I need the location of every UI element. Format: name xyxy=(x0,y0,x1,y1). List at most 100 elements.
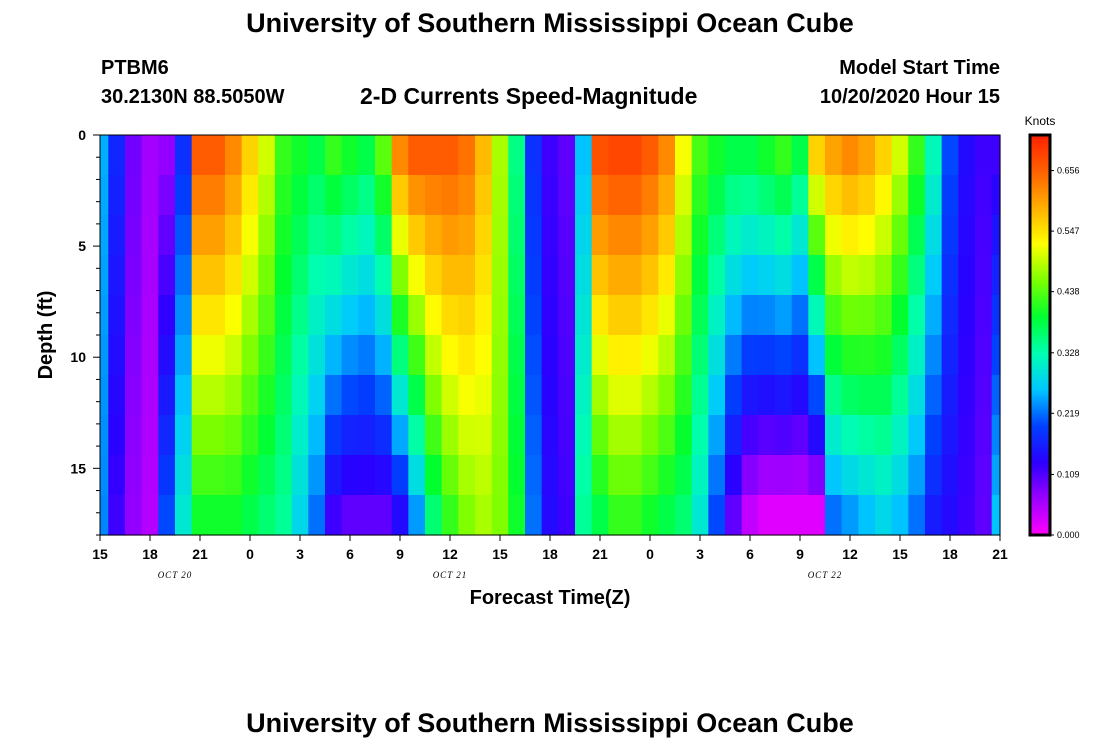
heatmap-cell xyxy=(741,415,759,456)
heatmap-cell xyxy=(725,135,743,176)
heatmap-cell xyxy=(675,455,693,496)
heatmap-cell xyxy=(158,295,176,336)
heatmap-cell xyxy=(191,295,209,336)
heatmap-cell xyxy=(675,135,693,176)
heatmap-cell xyxy=(291,375,309,416)
heatmap-cell xyxy=(475,175,493,216)
heatmap-cell xyxy=(100,175,109,216)
heatmap-cell xyxy=(941,135,959,176)
heatmap-cell xyxy=(408,295,426,336)
heatmap-cell xyxy=(641,175,659,216)
heatmap-cell xyxy=(425,255,443,296)
colorbar-bar xyxy=(1028,133,1052,537)
x-tick-label: 12 xyxy=(842,546,858,562)
heatmap-cell xyxy=(558,215,576,256)
heatmap-cell xyxy=(908,455,926,496)
heatmap-cell xyxy=(408,455,426,496)
heatmap-cell xyxy=(891,175,909,216)
heatmap-cell xyxy=(758,415,776,456)
heatmap-cell xyxy=(958,255,976,296)
heatmap-cells xyxy=(100,135,1001,536)
heatmap-cell xyxy=(808,295,826,336)
heatmap-cell xyxy=(375,335,393,376)
heatmap-cell xyxy=(100,135,109,176)
heatmap-cell xyxy=(491,135,509,176)
heatmap-cell xyxy=(991,135,1001,176)
heatmap-cell xyxy=(391,415,409,456)
heatmap-cell xyxy=(641,135,659,176)
y-tick-label: 15 xyxy=(70,460,86,476)
heatmap-cell xyxy=(175,415,193,456)
colorbar-title: Knots xyxy=(1025,114,1056,128)
heatmap-cell xyxy=(741,335,759,376)
heatmap-cell xyxy=(775,215,793,256)
heatmap-cell xyxy=(225,175,243,216)
heatmap-cell xyxy=(341,455,359,496)
heatmap-cell xyxy=(100,255,109,296)
heatmap-cell xyxy=(875,375,893,416)
heatmap-cell xyxy=(875,215,893,256)
heatmap-cell xyxy=(125,295,143,336)
heatmap-cell xyxy=(375,415,393,456)
heatmap-cell xyxy=(108,255,126,296)
heatmap-cell xyxy=(641,455,659,496)
heatmap-cell xyxy=(358,175,376,216)
heatmap-cell xyxy=(941,375,959,416)
heatmap-cell xyxy=(691,215,709,256)
heatmap-cell xyxy=(875,335,893,376)
heatmap-cell xyxy=(491,375,509,416)
heatmap-cell xyxy=(891,415,909,456)
heatmap-cell xyxy=(275,335,293,376)
heatmap-cell xyxy=(358,135,376,176)
heatmap-cell xyxy=(841,135,859,176)
heatmap-cell xyxy=(258,135,276,176)
heatmap-cell xyxy=(208,175,226,216)
heatmap-cell xyxy=(975,255,993,296)
heatmap-cell xyxy=(925,495,943,536)
heatmap-cell xyxy=(258,215,276,256)
heatmap-cell xyxy=(891,375,909,416)
heatmap-cell xyxy=(841,175,859,216)
heatmap-cell xyxy=(325,495,343,536)
heatmap-cell xyxy=(308,175,326,216)
heatmap-cell xyxy=(658,455,676,496)
heatmap-cell xyxy=(275,415,293,456)
heatmap-cell xyxy=(191,135,209,176)
heatmap-cell xyxy=(741,175,759,216)
heatmap-cell xyxy=(775,335,793,376)
heatmap-cell xyxy=(741,455,759,496)
heatmap-cell xyxy=(541,255,559,296)
heatmap-cell xyxy=(775,455,793,496)
heatmap-cell xyxy=(791,455,809,496)
heatmap-cell xyxy=(608,215,626,256)
heatmap-cell xyxy=(808,455,826,496)
heatmap-cell xyxy=(208,295,226,336)
heatmap-cell xyxy=(100,335,109,376)
heatmap-cell xyxy=(941,455,959,496)
heatmap-cell xyxy=(425,495,443,536)
heatmap-cell xyxy=(291,295,309,336)
heatmap-cell xyxy=(108,215,126,256)
heatmap-cell xyxy=(758,255,776,296)
heatmap-cell xyxy=(158,415,176,456)
heatmap-cell xyxy=(475,375,493,416)
station-id: PTBM6 xyxy=(101,57,169,79)
colorbar-tick-label: 0.000 xyxy=(1057,530,1080,540)
heatmap-cell xyxy=(791,375,809,416)
heatmap-cell xyxy=(391,455,409,496)
heatmap-cell xyxy=(541,335,559,376)
heatmap-cell xyxy=(508,335,526,376)
heatmap-cell xyxy=(125,415,143,456)
heatmap-cell xyxy=(825,455,843,496)
heatmap-cell xyxy=(291,215,309,256)
heatmap-cell xyxy=(141,415,159,456)
model-start-label: Model Start Time xyxy=(839,57,1000,79)
heatmap-cell xyxy=(408,135,426,176)
heatmap-cell xyxy=(391,495,409,536)
heatmap-cell xyxy=(908,295,926,336)
heatmap-cell xyxy=(875,415,893,456)
heatmap-cell xyxy=(575,135,593,176)
heatmap-cell xyxy=(275,295,293,336)
heatmap-cell xyxy=(158,495,176,536)
heatmap-cell xyxy=(408,175,426,216)
